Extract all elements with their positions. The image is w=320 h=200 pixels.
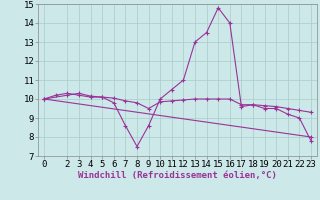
X-axis label: Windchill (Refroidissement éolien,°C): Windchill (Refroidissement éolien,°C) xyxy=(78,171,277,180)
